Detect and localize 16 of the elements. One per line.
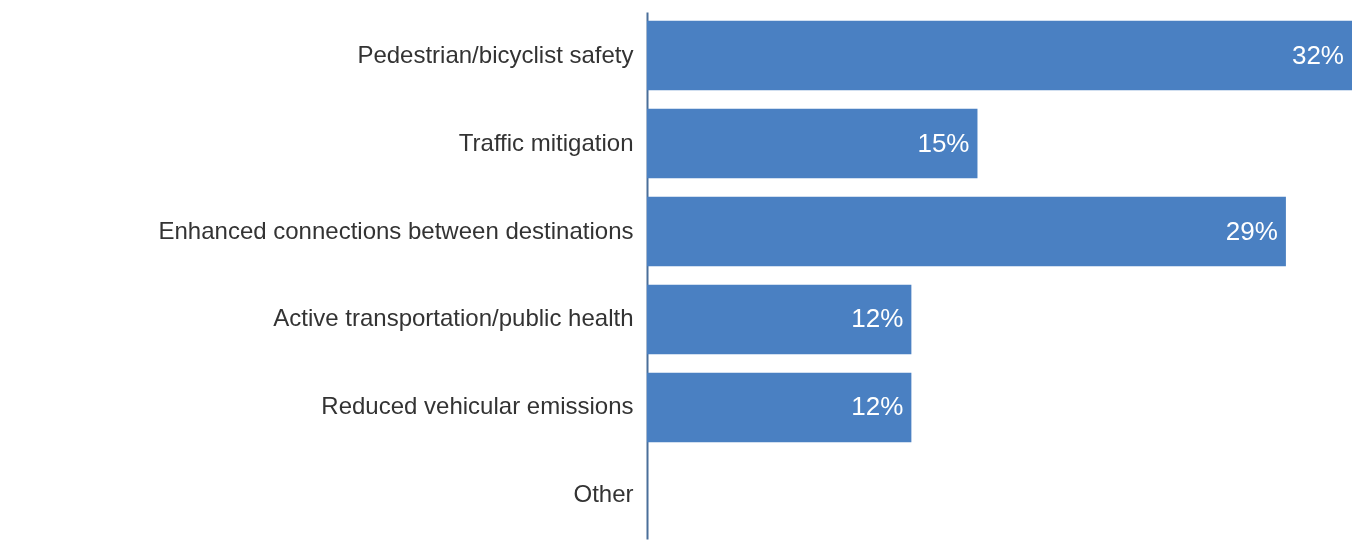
bar (647, 20, 1352, 91)
bar (647, 372, 912, 443)
bar (647, 196, 1286, 267)
y-tick-label: Reduced vehicular emissions (321, 392, 634, 420)
y-tick-label: Pedestrian/bicyclist safety (357, 40, 634, 68)
y-tick-label: Other (573, 480, 634, 508)
data-label: 29% (1225, 215, 1278, 246)
bar (647, 284, 912, 355)
bar (647, 108, 978, 179)
y-tick-label: Enhanced connections between destinations (158, 216, 634, 244)
data-label: 32% (1291, 39, 1344, 70)
data-label: 12% (851, 303, 904, 334)
y-tick-label: Active transportation/public health (273, 304, 634, 332)
data-label: 15% (917, 127, 970, 158)
y-tick-label: Traffic mitigation (458, 128, 634, 156)
data-label: 12% (851, 391, 904, 422)
